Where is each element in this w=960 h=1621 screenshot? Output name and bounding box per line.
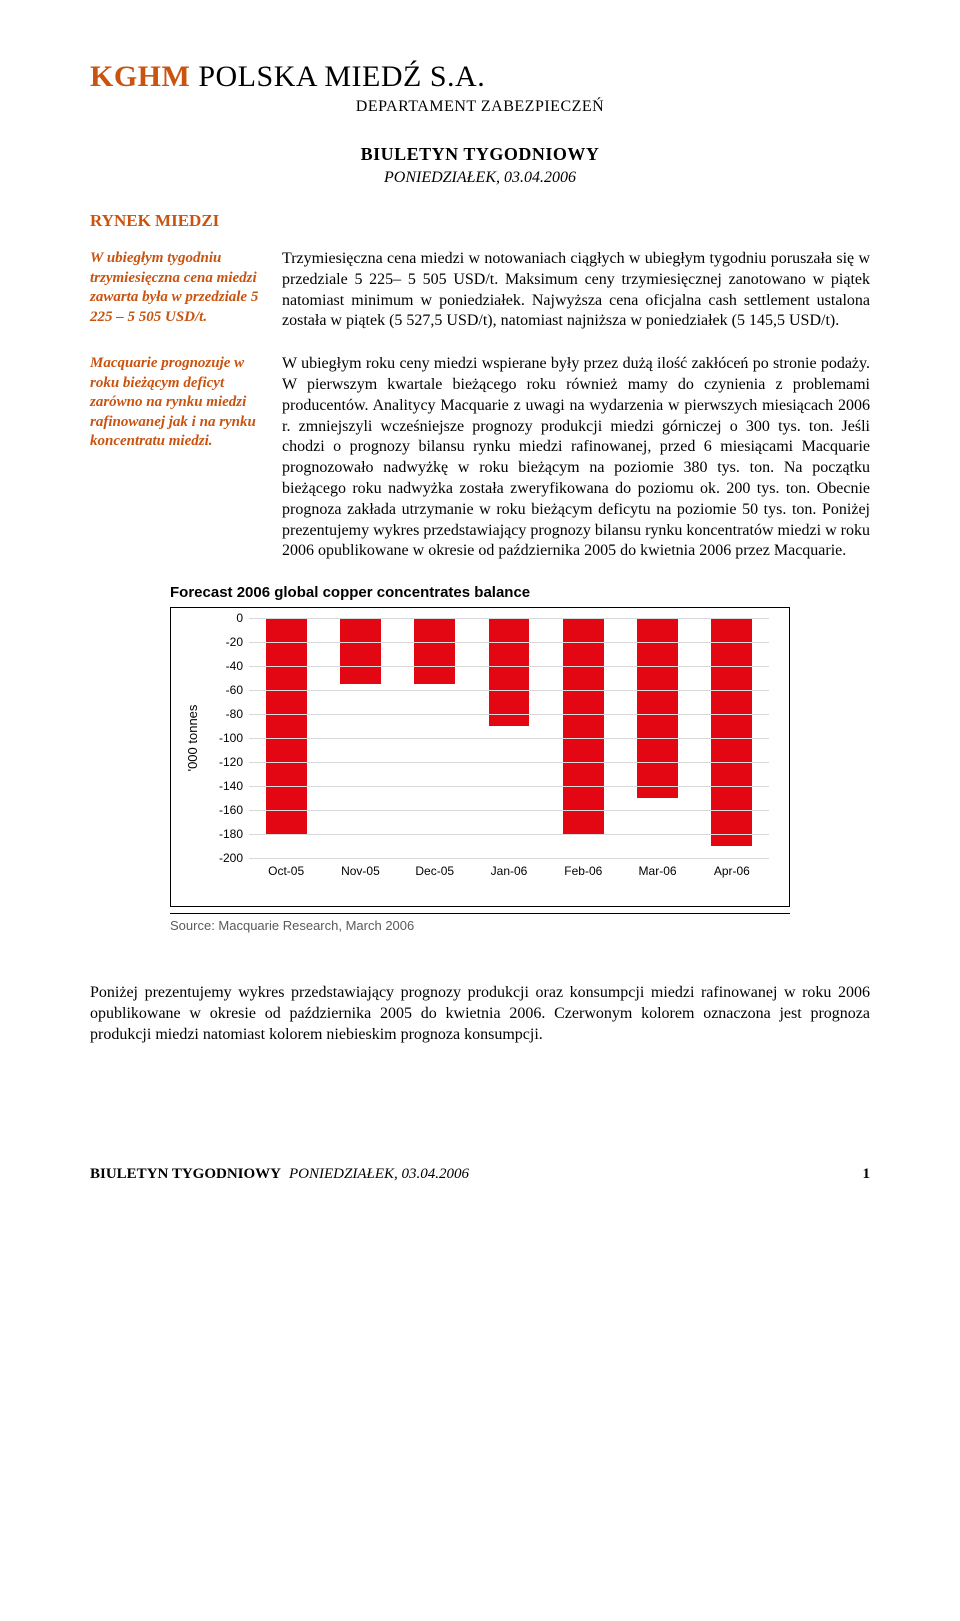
y-tick-label: -100 <box>209 731 243 745</box>
y-tick-label: -80 <box>209 707 243 721</box>
grid-line <box>249 762 769 763</box>
chart-plot-area: '000 tonnes 0-20-40-60-80-100-120-140-16… <box>170 607 790 907</box>
y-tick-label: -160 <box>209 803 243 817</box>
x-tick-label: Dec-05 <box>400 864 470 878</box>
x-tick-label: Nov-05 <box>325 864 395 878</box>
bar <box>489 618 530 726</box>
footer-page-number: 1 <box>863 1166 871 1183</box>
bar <box>414 618 455 684</box>
x-tick-label: Oct-05 <box>251 864 321 878</box>
grid-line <box>249 618 769 619</box>
x-tick-label: Apr-06 <box>697 864 767 878</box>
grid-line <box>249 690 769 691</box>
y-tick-label: -180 <box>209 827 243 841</box>
grid-line <box>249 642 769 643</box>
paragraph-1: Trzymiesięczna cena miedzi w notowaniach… <box>282 249 870 332</box>
bar <box>340 618 381 684</box>
footer-title: BIULETYN TYGODNIOWY <box>90 1166 281 1183</box>
chart-container: Forecast 2006 global copper concentrates… <box>170 584 790 933</box>
page-footer: BIULETYN TYGODNIOWY PONIEDZIAŁEK, 03.04.… <box>90 1166 870 1183</box>
row-1: W ubiegłym tygodniu trzymiesięczna cena … <box>90 249 870 332</box>
bulletin-date: PONIEDZIAŁEK, 03.04.2006 <box>90 169 870 187</box>
grid-line <box>249 858 769 859</box>
grid-line <box>249 786 769 787</box>
grid-line <box>249 834 769 835</box>
x-tick-label: Feb-06 <box>548 864 618 878</box>
chart-title: Forecast 2006 global copper concentrates… <box>170 584 790 601</box>
company-name: KGHM POLSKA MIEDŹ S.A. <box>90 60 870 94</box>
y-axis-title: '000 tonnes <box>185 705 200 772</box>
bar <box>266 618 307 834</box>
grid-line <box>249 810 769 811</box>
side-note-1: W ubiegłym tygodniu trzymiesięczna cena … <box>90 249 268 327</box>
y-tick-label: 0 <box>209 611 243 625</box>
bulletin-title: BIULETYN TYGODNIOWY <box>90 144 870 165</box>
grid-line <box>249 738 769 739</box>
x-labels-group: Oct-05 Nov-05 Dec-05 Jan-06 Feb-06 Mar-06 Apr-… <box>249 864 769 882</box>
section-heading: RYNEK MIEDZI <box>90 211 870 231</box>
closing-paragraph: Poniżej prezentujemy wykres przedstawiaj… <box>90 983 870 1045</box>
side-note-2: Macquarie prognozuje w roku bieżącym def… <box>90 354 268 452</box>
y-tick-label: -120 <box>209 755 243 769</box>
department-line: DEPARTAMENT ZABEZPIECZEŃ <box>90 98 870 116</box>
x-tick-label: Mar-06 <box>623 864 693 878</box>
y-tick-label: -20 <box>209 635 243 649</box>
grid-line <box>249 666 769 667</box>
bar <box>637 618 678 798</box>
chart-source: Source: Macquarie Research, March 2006 <box>170 913 790 933</box>
y-tick-label: -200 <box>209 851 243 865</box>
y-tick-label: -60 <box>209 683 243 697</box>
footer-date: PONIEDZIAŁEK, 03.04.2006 <box>289 1166 469 1183</box>
company-name-bold: KGHM <box>90 60 190 93</box>
page: KGHM POLSKA MIEDŹ S.A. DEPARTAMENT ZABEZ… <box>0 0 960 1223</box>
plot-region: 0-20-40-60-80-100-120-140-160-180-200 <box>249 618 769 858</box>
company-name-rest: POLSKA MIEDŹ S.A. <box>190 60 485 93</box>
y-tick-label: -40 <box>209 659 243 673</box>
row-2: Macquarie prognozuje w roku bieżącym def… <box>90 354 870 562</box>
paragraph-2: W ubiegłym roku ceny miedzi wspierane by… <box>282 354 870 562</box>
y-tick-label: -140 <box>209 779 243 793</box>
bar <box>563 618 604 834</box>
grid-line <box>249 714 769 715</box>
x-tick-label: Jan-06 <box>474 864 544 878</box>
bar <box>711 618 752 846</box>
